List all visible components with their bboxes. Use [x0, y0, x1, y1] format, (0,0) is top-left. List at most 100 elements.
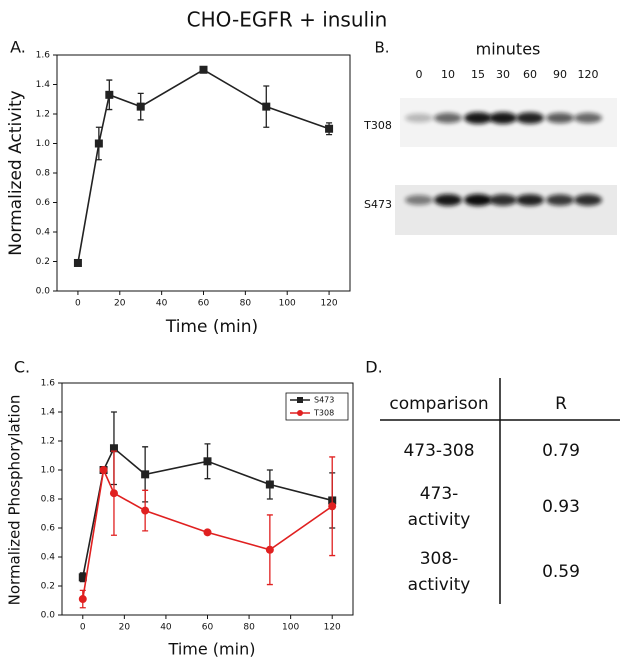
- y-tick-label: 1.4: [36, 80, 51, 90]
- blot-band: [405, 195, 433, 205]
- x-tick-label: 120: [324, 623, 341, 633]
- table-cell: 473-: [420, 484, 459, 504]
- y-tick-label: 0.4: [36, 228, 51, 238]
- table-header: R: [555, 394, 567, 414]
- blot-band: [516, 194, 544, 206]
- y-axis-label: Normalized Phosphorylation: [6, 395, 24, 606]
- data-point: [109, 489, 118, 498]
- x-tick-label: 20: [114, 299, 126, 309]
- data-point: [262, 102, 271, 111]
- lane-label: 30: [496, 68, 510, 81]
- data-point: [265, 480, 274, 489]
- blot-band: [405, 113, 433, 123]
- y-tick-label: 1.0: [41, 466, 56, 476]
- blot-band: [464, 112, 492, 124]
- y-tick-label: 1.2: [36, 110, 50, 120]
- blot-band: [489, 194, 517, 206]
- blot-band: [489, 112, 517, 124]
- data-point: [203, 528, 212, 537]
- data-point: [109, 444, 118, 453]
- table-cell: 0.59: [542, 562, 580, 582]
- x-tick-label: 40: [156, 299, 168, 309]
- figure-title: CHO-EGFR + insulin: [187, 8, 388, 32]
- y-tick-label: 0.2: [36, 257, 50, 267]
- table-cell: 0.93: [542, 497, 580, 517]
- data-point: [325, 124, 334, 133]
- y-tick-label: 1.4: [41, 408, 56, 418]
- x-tick-label: 80: [240, 299, 252, 309]
- y-tick-label: 1.0: [36, 139, 51, 149]
- legend-label: T308: [313, 409, 334, 418]
- data-point: [136, 102, 145, 111]
- table-cell: 308-: [420, 549, 459, 569]
- y-tick-label: 0.8: [36, 169, 51, 179]
- lane-label: 60: [523, 68, 537, 81]
- y-tick-label: 0.4: [41, 553, 56, 563]
- x-tick-label: 40: [160, 623, 172, 633]
- table-cell: activity: [408, 575, 471, 595]
- legend-marker: [297, 397, 303, 403]
- blot-band: [574, 112, 602, 124]
- y-tick-label: 1.6: [36, 51, 51, 61]
- x-tick-label: 0: [80, 623, 86, 633]
- data-point: [94, 139, 103, 148]
- blot-band: [516, 112, 544, 124]
- x-axis-label: Time (min): [165, 317, 258, 337]
- x-tick-label: 0: [75, 299, 81, 309]
- lane-label: 15: [471, 68, 485, 81]
- blot-band: [434, 194, 462, 206]
- panel-label: A.: [10, 38, 26, 57]
- x-tick-label: 80: [243, 623, 255, 633]
- legend-marker: [297, 410, 303, 416]
- x-tick-label: 100: [282, 623, 299, 633]
- table-cell: 0.79: [542, 441, 580, 461]
- blot-band: [434, 112, 462, 124]
- blot-band: [574, 194, 602, 206]
- y-axis-label: Normalized Activity: [6, 90, 26, 255]
- x-tick-label: 60: [198, 299, 210, 309]
- blot-header: minutes: [476, 40, 541, 59]
- data-point: [78, 595, 87, 604]
- data-point: [78, 573, 87, 582]
- data-point: [73, 258, 82, 267]
- lane-label: 120: [578, 68, 599, 81]
- data-point: [141, 506, 150, 515]
- y-tick-label: 0.6: [41, 524, 56, 534]
- table-cell: activity: [408, 510, 471, 530]
- blot-row-label: T308: [363, 119, 392, 132]
- lane-label: 90: [553, 68, 567, 81]
- blot-band: [464, 194, 492, 206]
- x-tick-label: 120: [320, 299, 337, 309]
- x-axis-label: Time (min): [168, 640, 256, 659]
- y-tick-label: 1.6: [41, 379, 56, 389]
- table-header: comparison: [389, 394, 488, 414]
- data-point: [328, 502, 337, 511]
- blot-band: [546, 194, 574, 206]
- data-point: [199, 65, 208, 74]
- y-tick-label: 1.2: [41, 437, 55, 447]
- y-tick-label: 0.6: [36, 198, 51, 208]
- data-point: [203, 457, 212, 466]
- y-tick-label: 0.2: [41, 582, 55, 592]
- table-cell: 473-308: [403, 441, 474, 461]
- x-tick-label: 60: [202, 623, 214, 633]
- data-point: [105, 90, 114, 99]
- lane-label: 0: [416, 68, 423, 81]
- data-point: [141, 470, 150, 479]
- x-tick-label: 100: [279, 299, 296, 309]
- x-tick-label: 20: [119, 623, 131, 633]
- blot-strip: [395, 185, 617, 235]
- y-tick-label: 0.0: [36, 287, 51, 297]
- legend-box: [285, 392, 349, 421]
- legend-label: S473: [314, 396, 334, 405]
- y-tick-label: 0.0: [41, 611, 56, 621]
- data-point: [265, 545, 274, 554]
- panel-label: C.: [14, 358, 30, 377]
- y-tick-label: 0.8: [41, 495, 56, 505]
- panel-label: B.: [374, 39, 389, 57]
- blot-row-label: S473: [364, 198, 392, 211]
- lane-label: 10: [441, 68, 455, 81]
- panel-label: D.: [365, 358, 382, 377]
- series-line: [77, 68, 330, 264]
